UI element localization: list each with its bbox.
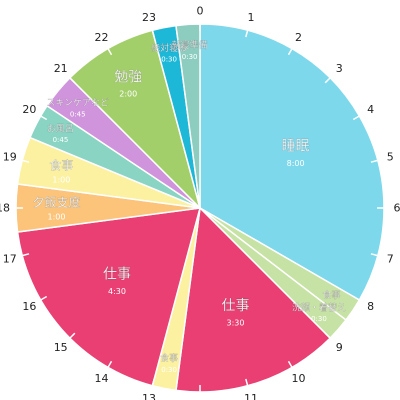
hour-label-1: 1 [247, 11, 254, 24]
slice-name-label-0: 睡眠 [282, 139, 310, 155]
slice-duration-label-10: 2:00 [119, 90, 137, 99]
slice-duration-label-12: 0:30 [182, 53, 198, 61]
slice-name-label-3: 仕事 [221, 298, 249, 314]
hour-tick-5 [370, 159, 378, 163]
hour-label-2: 2 [295, 31, 302, 44]
hour-label-6: 6 [394, 202, 400, 215]
slice-duration-label-2: 0:30 [311, 315, 327, 323]
hour-tick-2 [287, 48, 293, 56]
hour-label-13: 13 [142, 392, 156, 400]
pie-slice-5 [16, 207, 202, 387]
hour-label-0: 0 [197, 5, 204, 18]
slice-name-label-9: スキンケアなど [46, 98, 109, 109]
hour-tick-8 [352, 295, 360, 301]
slice-duration-label-5: 4:30 [108, 287, 126, 296]
hour-tick-14 [107, 360, 113, 368]
slice-name-label-1: 食事 [323, 289, 341, 301]
hour-tick-9 [324, 332, 331, 339]
slice-duration-label-9: 0:45 [70, 110, 86, 118]
hour-label-9: 9 [336, 341, 343, 354]
hour-tick-7 [370, 253, 378, 257]
hour-tick-21 [69, 77, 76, 84]
hour-label-4: 4 [367, 103, 374, 116]
hour-label-17: 17 [3, 252, 17, 265]
slice-name-label-5: 仕事 [103, 266, 131, 282]
hour-label-10: 10 [292, 372, 306, 385]
slice-duration-label-6: 1:00 [47, 213, 65, 222]
hour-label-5: 5 [387, 151, 394, 164]
hour-label-14: 14 [95, 372, 109, 385]
slice-name-label-6: 夕飯支度 [32, 195, 80, 210]
hour-tick-4 [352, 115, 360, 121]
hour-tick-17 [22, 253, 30, 257]
hour-tick-10 [287, 360, 293, 368]
hour-label-12: 12 [193, 399, 207, 400]
hour-label-18: 18 [0, 202, 10, 215]
hour-label-11: 11 [244, 392, 258, 400]
slice-name-label-2: 洗顔・着替え [292, 301, 346, 313]
slice-name-label-7: 食事 [49, 157, 73, 172]
hour-label-16: 16 [22, 300, 36, 313]
pie-slice-3 [175, 206, 332, 393]
hour-label-23: 23 [142, 11, 156, 24]
hour-tick-16 [40, 295, 48, 301]
slice-duration-label-8: 0:45 [53, 136, 69, 144]
slice-name-label-8: お風呂 [47, 123, 74, 134]
slice-duration-label-0: 8:00 [287, 159, 305, 168]
hour-tick-3 [324, 77, 331, 84]
hour-label-22: 22 [95, 31, 109, 44]
pie-slice-12 [175, 23, 201, 209]
slice-name-label-4: 食事 [160, 352, 178, 364]
hour-label-3: 3 [336, 62, 343, 75]
hour-tick-1 [245, 30, 249, 38]
slice-duration-label-4: 0:30 [161, 366, 177, 374]
hour-tick-15 [69, 332, 76, 339]
slice-name-label-12: 就寝準備 [172, 39, 208, 51]
hour-label-21: 21 [54, 62, 68, 75]
hour-label-15: 15 [54, 341, 68, 354]
hour-label-19: 19 [3, 151, 17, 164]
slice-name-label-10: 勉強 [114, 69, 142, 85]
hour-tick-13 [151, 378, 155, 386]
hour-label-7: 7 [387, 252, 394, 265]
hour-tick-11 [245, 378, 249, 386]
slice-duration-label-3: 3:30 [227, 319, 245, 328]
hour-tick-19 [22, 159, 30, 163]
hour-label-8: 8 [367, 300, 374, 313]
slice-duration-label-11: 0:30 [161, 56, 177, 64]
hour-label-20: 20 [22, 103, 36, 116]
hour-tick-22 [107, 48, 113, 56]
slice-name-label-11: 絶対寝る [151, 42, 187, 54]
slice-duration-label-7: 1:00 [52, 175, 70, 184]
hour-tick-23 [151, 30, 155, 38]
hour-tick-20 [40, 115, 48, 121]
